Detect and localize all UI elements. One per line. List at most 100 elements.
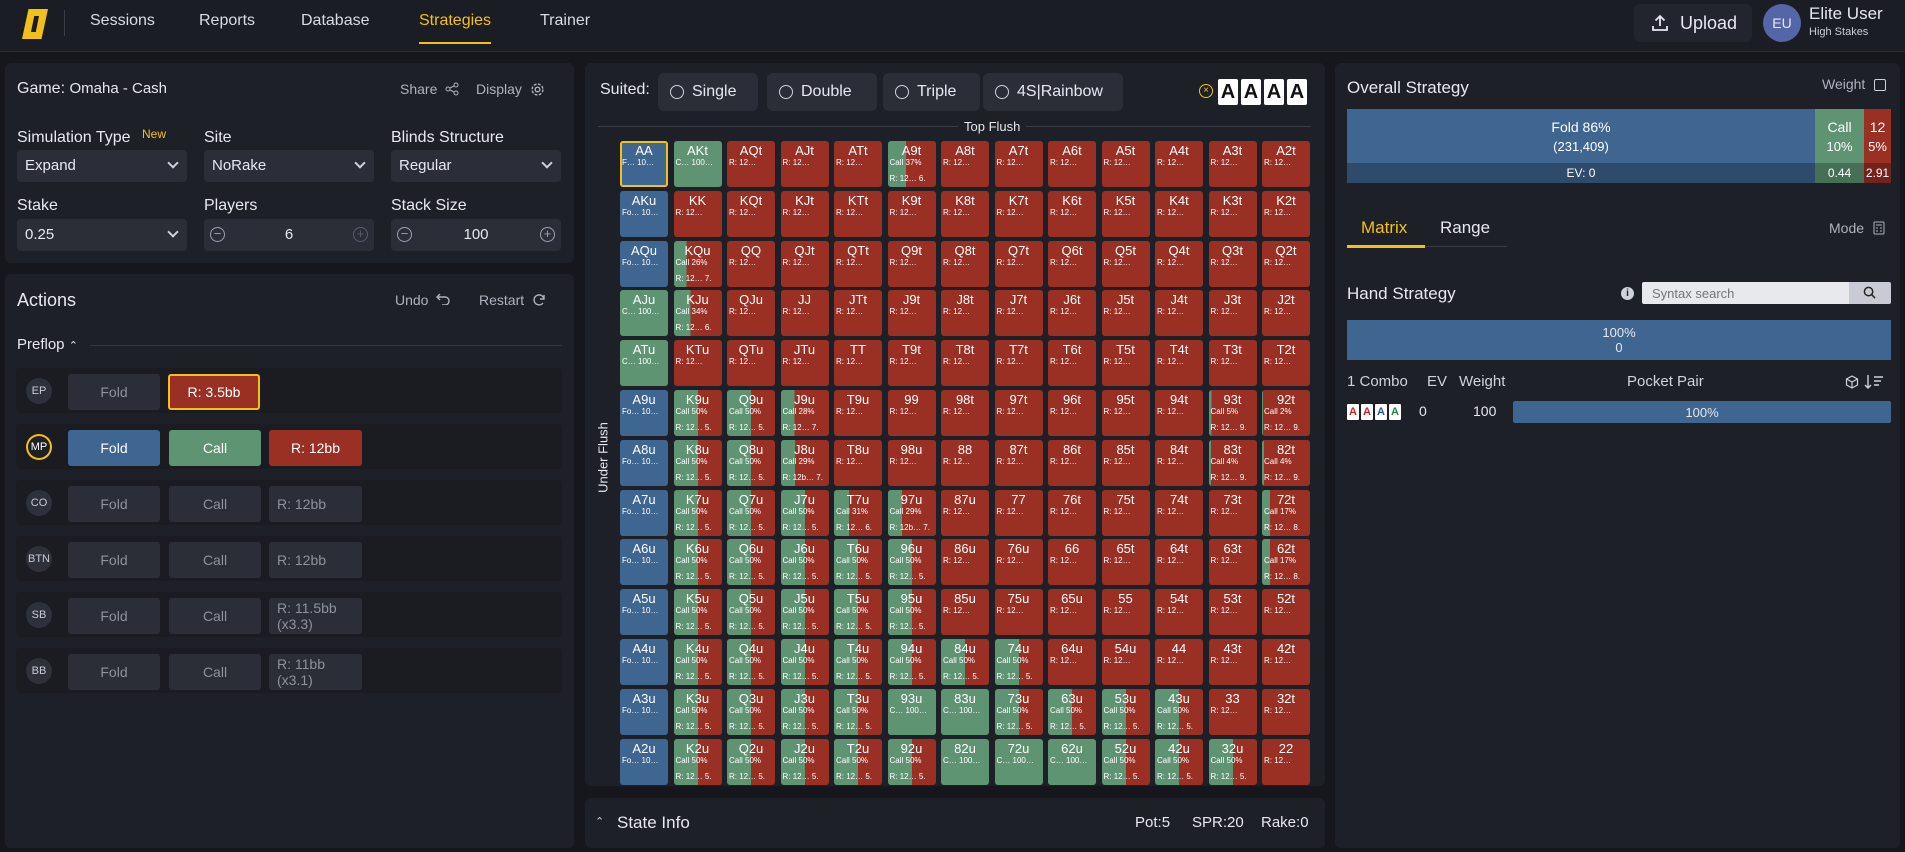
matrix-cell-64u[interactable]: 64u R: 12…	[1048, 639, 1096, 685]
matrix-cell-95t[interactable]: 95t R: 12…	[1101, 390, 1150, 436]
state-info-bar[interactable]: ⌃ State Info Pot:5 SPR:20 Rake:0	[585, 798, 1325, 848]
matrix-cell-98t[interactable]: 98t R: 12…	[941, 390, 989, 436]
clear-cards-icon[interactable]: ×	[1199, 84, 1213, 98]
matrix-cell-87u[interactable]: 87u R: 12…	[941, 489, 989, 536]
matrix-cell-74t[interactable]: 74t R: 12…	[1155, 489, 1203, 536]
matrix-cell-84u[interactable]: 84u Call 50% R: 12… 5.	[941, 639, 989, 685]
matrix-cell-88[interactable]: 88 R: 12…	[941, 439, 989, 486]
weight-toggle[interactable]: Weight	[1822, 76, 1887, 92]
matrix-cell-83u[interactable]: 83u C… 100…	[941, 688, 989, 735]
matrix-cell-42u[interactable]: 42u Call 50% R: 12… 5.	[1155, 738, 1203, 785]
matrix-cell-t7u[interactable]: T7u Call 31% R: 12… 6.	[834, 489, 882, 536]
matrix-cell-65u[interactable]: 65u R: 12…	[1048, 589, 1096, 636]
matrix-cell-96u[interactable]: 96u Call 50% R: 12… 5.	[887, 539, 936, 586]
matrix-cell-q8t[interactable]: Q8t R: 12…	[941, 240, 989, 287]
matrix-cell-kk[interactable]: KK R: 12…	[673, 190, 722, 237]
matrix-cell-53t[interactable]: 53t R: 12…	[1208, 589, 1257, 636]
matrix-cell-64t[interactable]: 64t R: 12…	[1155, 539, 1203, 586]
matrix-cell-ktu[interactable]: KTu R: 12…	[673, 340, 722, 387]
matrix-cell-k2u[interactable]: K2u Call 50% R: 12… 5.	[673, 738, 722, 785]
matrix-cell-a6u[interactable]: A6u Fo… 10…	[620, 539, 668, 586]
matrix-cell-j8u[interactable]: J8u Call 29% R: 12b… 7.	[780, 439, 829, 486]
avatar[interactable]: EU	[1763, 4, 1801, 42]
matrix-cell-83t[interactable]: 83t Call 4% R: 12… 9.	[1208, 439, 1257, 486]
matrix-cell-kjt[interactable]: KJt R: 12…	[780, 190, 829, 237]
matrix-cell-k8u[interactable]: K8u Call 50% R: 12… 5.	[673, 439, 722, 486]
matrix-cell-aku[interactable]: AKu Fo… 10…	[620, 190, 668, 237]
matrix-cell-qjt[interactable]: QJt R: 12…	[780, 240, 829, 287]
matrix-cell-k2t[interactable]: K2t R: 12…	[1262, 190, 1310, 237]
matrix-cell-t2u[interactable]: T2u Call 50% R: 12… 5.	[834, 738, 882, 785]
matrix-cell-84t[interactable]: 84t R: 12…	[1155, 439, 1203, 486]
matrix-cell-k9u[interactable]: K9u Call 50% R: 12… 5.	[673, 390, 722, 436]
matrix-cell-65t[interactable]: 65t R: 12…	[1101, 539, 1150, 586]
matrix-cell-k5t[interactable]: K5t R: 12…	[1101, 190, 1150, 237]
matrix-cell-aqt[interactable]: AQt R: 12…	[727, 141, 775, 187]
matrix-cell-q7t[interactable]: Q7t R: 12…	[994, 240, 1043, 287]
info-icon[interactable]: i	[1621, 287, 1634, 300]
matrix-cell-q5t[interactable]: Q5t R: 12…	[1101, 240, 1150, 287]
matrix-cell-75t[interactable]: 75t R: 12…	[1101, 489, 1150, 536]
matrix-cell-a2u[interactable]: A2u Fo… 10…	[620, 738, 668, 785]
matrix-cell-t3t[interactable]: T3t R: 12…	[1208, 340, 1257, 387]
minus-icon[interactable]: −	[210, 227, 225, 242]
fold-button[interactable]: Fold	[68, 654, 160, 690]
share-button[interactable]: Share	[400, 81, 459, 97]
matrix-cell-k7u[interactable]: K7u Call 50% R: 12… 5.	[673, 489, 722, 536]
matrix-cell-j9t[interactable]: J9t R: 12…	[887, 290, 936, 337]
matrix-cell-93t[interactable]: 93t Call 5% R: 12… 9.	[1208, 390, 1257, 436]
matrix-cell-j7t[interactable]: J7t R: 12…	[994, 290, 1043, 337]
matrix-cell-aqu[interactable]: AQu Fo… 10…	[620, 240, 668, 287]
display-button[interactable]: Display	[476, 81, 545, 97]
matrix-cell-q3t[interactable]: Q3t R: 12…	[1208, 240, 1257, 287]
syntax-search-input[interactable]	[1642, 282, 1849, 304]
matrix-cell-82t[interactable]: 82t Call 4% R: 12… 9.	[1262, 439, 1310, 486]
matrix-cell-97t[interactable]: 97t R: 12…	[994, 390, 1043, 436]
matrix-cell-t6t[interactable]: T6t R: 12…	[1048, 340, 1096, 387]
suit-option-triple[interactable]: Triple	[883, 73, 980, 111]
call-button[interactable]: Call	[169, 430, 261, 466]
call-button[interactable]: Call	[169, 542, 261, 578]
matrix-cell-52t[interactable]: 52t R: 12…	[1262, 589, 1310, 636]
matrix-cell-t9u[interactable]: T9u R: 12…	[834, 390, 882, 436]
nav-database[interactable]: Database	[301, 12, 370, 29]
matrix-cell-86u[interactable]: 86u R: 12…	[941, 539, 989, 586]
matrix-cell-jtu[interactable]: JTu R: 12…	[780, 340, 829, 387]
matrix-cell-q4u[interactable]: Q4u Call 50% R: 12… 5.	[727, 639, 775, 685]
matrix-cell-92t[interactable]: 92t Call 2% R: 12… 9.	[1262, 390, 1310, 436]
matrix-cell-42t[interactable]: 42t R: 12…	[1262, 639, 1310, 685]
matrix-cell-76u[interactable]: 76u R: 12…	[994, 539, 1043, 586]
matrix-cell-a9t[interactable]: A9t Call 37% R: 12… 6.	[887, 141, 936, 187]
restart-button[interactable]: Restart	[479, 292, 546, 308]
matrix-cell-j7u[interactable]: J7u Call 50% R: 12… 5.	[780, 489, 829, 536]
matrix-cell-a3u[interactable]: A3u Fo… 10…	[620, 688, 668, 735]
matrix-cell-76t[interactable]: 76t R: 12…	[1048, 489, 1096, 536]
call-button[interactable]: Call	[169, 486, 261, 522]
matrix-cell-ajt[interactable]: AJt R: 12…	[780, 141, 829, 187]
matrix-cell-j9u[interactable]: J9u Call 28% R: 12… 7.	[780, 390, 829, 436]
stack-stepper[interactable]: − 100 +	[391, 219, 561, 251]
matrix-cell-j4t[interactable]: J4t R: 12…	[1155, 290, 1203, 337]
matrix-cell-att[interactable]: ATt R: 12…	[834, 141, 882, 187]
matrix-cell-a6t[interactable]: A6t R: 12…	[1048, 141, 1096, 187]
board-card[interactable]: A	[1218, 79, 1238, 105]
matrix-cell-85t[interactable]: 85t R: 12…	[1101, 439, 1150, 486]
matrix-cell-akt[interactable]: AKt C… 100…	[673, 141, 722, 187]
raise-button[interactable]: R: 11bb (x3.1)	[269, 654, 362, 690]
matrix-cell-97u[interactable]: 97u Call 29% R: 12b… 7.	[887, 489, 936, 536]
blinds-select[interactable]: Regular	[391, 150, 561, 182]
nav-trainer[interactable]: Trainer	[540, 12, 591, 29]
matrix-cell-95u[interactable]: 95u Call 50% R: 12… 5.	[887, 589, 936, 636]
matrix-cell-q2u[interactable]: Q2u Call 50% R: 12… 5.	[727, 738, 775, 785]
matrix-cell-73u[interactable]: 73u Call 50% R: 12… 5.	[994, 688, 1043, 735]
matrix-cell-a5u[interactable]: A5u Fo… 10…	[620, 589, 668, 636]
matrix-cell-32t[interactable]: 32t R: 12…	[1262, 688, 1310, 735]
matrix-cell-q6u[interactable]: Q6u Call 50% R: 12… 5.	[727, 539, 775, 586]
stake-select[interactable]: 0.25	[17, 219, 187, 251]
matrix-cell-77[interactable]: 77 R: 12…	[994, 489, 1043, 536]
fold-button[interactable]: Fold	[68, 598, 160, 634]
matrix-cell-55[interactable]: 55 R: 12…	[1101, 589, 1150, 636]
matrix-cell-32u[interactable]: 32u Call 50% R: 12… 5.	[1208, 738, 1257, 785]
matrix-cell-k4t[interactable]: K4t R: 12…	[1155, 190, 1203, 237]
matrix-cell-aju[interactable]: AJu C… 100…	[620, 290, 668, 337]
